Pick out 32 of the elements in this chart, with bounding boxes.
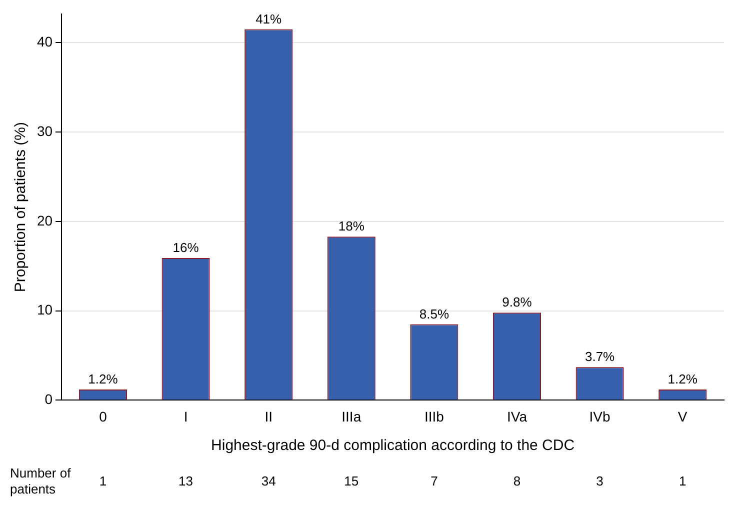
x-tick-label: 0 — [99, 408, 108, 424]
x-tick-label: IVa — [507, 408, 528, 424]
x-tick-label: II — [264, 408, 272, 424]
text: 15 — [344, 474, 359, 489]
text: 7 — [430, 474, 438, 489]
text: 1 — [678, 474, 686, 489]
y-tick-label: 0 — [44, 391, 53, 408]
y-tick-label: 40 — [36, 33, 53, 50]
text: 34 — [261, 474, 276, 489]
data-label: 9.8% — [502, 294, 532, 310]
data-label: 41% — [256, 11, 282, 26]
text: 8 — [513, 474, 521, 489]
y-axis-title: Proportion of patients (%) — [12, 122, 30, 292]
data-label: 18% — [338, 218, 365, 234]
text: 3 — [596, 474, 604, 489]
x-tick-label: IVb — [589, 408, 611, 424]
data-label: 1.2% — [88, 372, 118, 387]
x-tick-label: IIIb — [424, 408, 444, 424]
x-tick-label: IIIa — [342, 408, 362, 424]
text: 1 — [99, 474, 107, 489]
data-label: 16% — [172, 240, 200, 256]
x-axis-title: Highest-grade 90-d complication according to the CDC — [211, 437, 575, 454]
data-label: 3.7% — [584, 349, 616, 364]
text: 13 — [178, 474, 194, 489]
x-tick-label: I — [184, 408, 188, 424]
text: Number of patients — [10, 466, 72, 497]
y-tick-label: 30 — [36, 122, 53, 139]
data-label: 8.5% — [419, 306, 450, 322]
x-tick-label: V — [678, 408, 688, 424]
data-label: 1.2% — [668, 372, 698, 387]
y-tick-label: 10 — [36, 302, 53, 318]
y-tick-label: 20 — [36, 212, 53, 228]
